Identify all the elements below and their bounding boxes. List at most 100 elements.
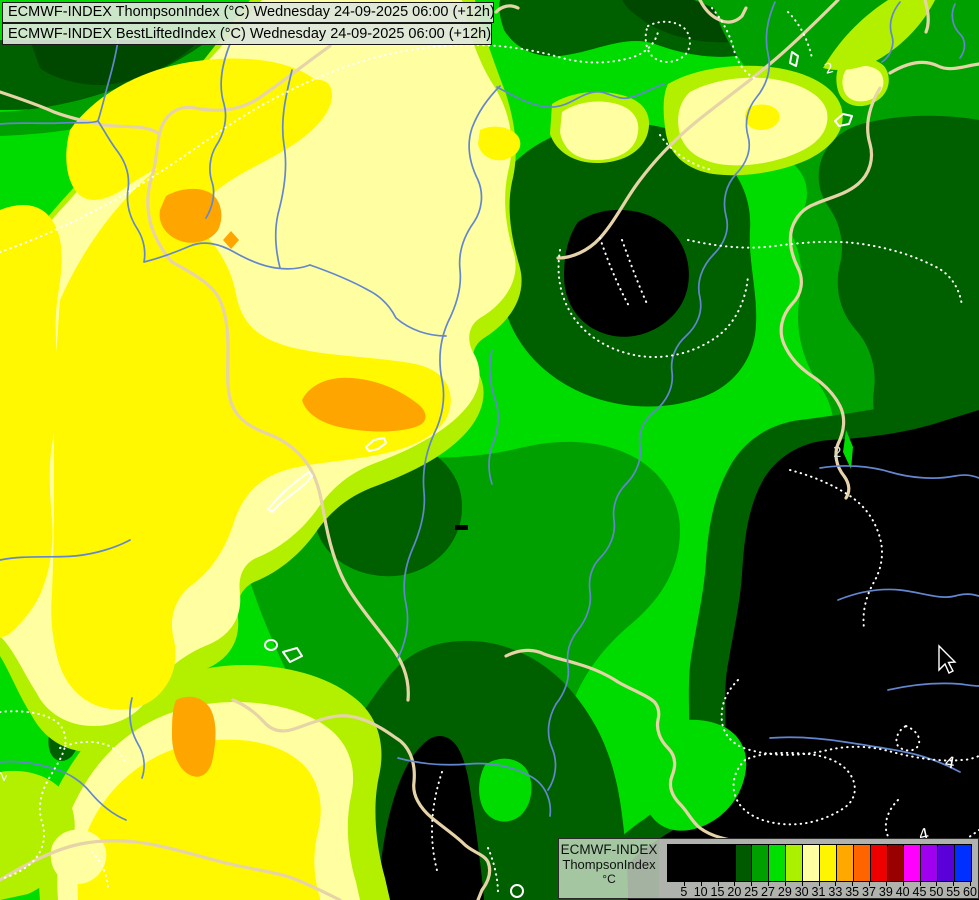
region-orange-blob-2: [302, 377, 426, 432]
colorbar-tick-label: 5: [680, 885, 688, 899]
colorbar-tick-label: 35: [845, 885, 860, 899]
region-orange-blob-3: [172, 696, 216, 777]
region-pale-spot-ne2: [842, 65, 884, 102]
colorbar-cell-30: [786, 845, 804, 881]
colorbar-tick: [801, 881, 803, 886]
title-bar-thompson-index: ECMWF-INDEX ThompsonIndex (°C) Wednesday…: [2, 2, 495, 23]
region-black-se: [600, 410, 979, 900]
colorbar: [667, 844, 972, 882]
colorbar-tick: [919, 881, 921, 886]
colorbar-tick: [885, 881, 887, 886]
colorbar-cell-27: [752, 845, 770, 881]
colorbar-cell-25: [735, 845, 753, 881]
border-serbia: [504, 648, 760, 848]
colorbar-tick-label: 40: [895, 885, 910, 899]
colorbar-cell-35: [836, 845, 854, 881]
region-pale-pocket-c: [560, 101, 639, 160]
colorbar-tick: [936, 881, 938, 886]
colorbar-tick: [683, 881, 685, 886]
colorbar-tick-label: 33: [828, 885, 843, 899]
colorbar-tick: [869, 881, 870, 886]
colorbar-tick: [818, 881, 820, 886]
region-chartreuse-diagonal-ne: [823, 0, 935, 70]
contour-label-2: 2: [0, 769, 11, 784]
colorbar-tick: [734, 881, 736, 886]
colorbar-cell-45: [904, 845, 922, 881]
region-yellow-west: [51, 79, 451, 710]
region-yellow-spot-center: [478, 126, 521, 161]
border-nw-corner: [0, 90, 160, 135]
colorbar-cell-55: [938, 845, 956, 881]
lake-neusiedl: [365, 437, 387, 452]
title-bar-best-lifted-index: ECMWF-INDEX BestLiftedIndex (°C) Wednesd…: [2, 23, 492, 45]
region-bright-spot-bottom: [479, 758, 532, 822]
region-darkest-top-left: [0, 40, 200, 86]
river-danube: [397, 85, 501, 659]
river-tisza: [555, 1, 776, 705]
lake-balaton: [267, 471, 313, 513]
region-bright-sliver-e: [843, 430, 853, 469]
border-ne-fragment: [888, 60, 979, 75]
colorbar-cell-31: [803, 845, 821, 881]
colorbar-cell-29: [769, 845, 787, 881]
legend-unit: °C: [602, 872, 616, 886]
colorbar-tick: [835, 881, 837, 886]
colorbar-tick-label: 25: [744, 885, 759, 899]
colorbar-tick: [953, 881, 955, 886]
color-scale-legend: ECMWF-INDEX ThompsonIndex °C 5 10 15 20 25 27…: [558, 838, 979, 899]
legend-scale-panel: 5 10 15 20 25 27 29 30 31 33 35 37 39 40 45 50 55 60: [659, 839, 978, 899]
legend-model: ECMWF-INDEX: [560, 842, 658, 857]
colorbar-cell-40: [887, 845, 905, 881]
border-top-center-bit: [494, 4, 520, 14]
colorbar-tick: [902, 881, 904, 886]
colorbar-tick: [700, 881, 702, 886]
colorbar-cell-37: [853, 845, 871, 881]
mouse-cursor: [938, 644, 957, 674]
colorbar-tick-label: 29: [777, 885, 792, 899]
colorbar-tick-label: 30: [794, 885, 809, 899]
colorbar-cell-20: [718, 845, 736, 881]
colorbar-tick-label: 60: [963, 885, 977, 899]
region-dark-right-edge: [818, 115, 979, 472]
region-yellow-bottom-lobe: [77, 739, 321, 900]
colorbar-tick-label: 37: [862, 885, 876, 899]
region-yellow-left-column: [0, 205, 62, 638]
colorbar-cell-50: [921, 845, 939, 881]
border-top-fragment: [698, 0, 748, 24]
colorbar-tick-label: 15: [710, 885, 725, 899]
colorbar-tick: [970, 881, 971, 886]
legend-index-name: ThompsonIndex: [562, 857, 656, 872]
colorbar-tick: [852, 881, 854, 886]
colorbar-cell-10: [684, 845, 702, 881]
border-ne-fragment2: [923, 0, 930, 34]
region-orange-blob-1: [159, 188, 222, 243]
colorbar-tick-label: 27: [761, 885, 775, 899]
colorbar-tick-label: 10: [693, 885, 708, 899]
colorbar-tick: [768, 881, 769, 886]
colorbar-cell-39: [870, 845, 888, 881]
colorbar-tick-label: 20: [727, 885, 742, 899]
colorbar-tick-label: 50: [929, 885, 944, 899]
region-medium-band-top-left: [0, 38, 232, 136]
colorbar-tick-label: 31: [811, 885, 826, 899]
contour-label-2: 2: [823, 60, 836, 78]
border-west: [146, 44, 410, 702]
colorbar-tick: [751, 881, 753, 886]
legend-text-panel: ECMWF-INDEX ThompsonIndex °C: [559, 839, 659, 898]
lakes: [264, 51, 853, 898]
border-croatia: [231, 698, 492, 900]
region-black-dash-small: [455, 525, 468, 530]
colorbar-cell-5: [668, 845, 685, 881]
dotted-boundaries: [0, 7, 979, 895]
colorbar-cell-60: [955, 845, 972, 881]
colorbar-cell-33: [820, 845, 837, 881]
colorbar-tick: [784, 881, 786, 886]
border-east: [779, 86, 882, 500]
region-yellow-dot-ne: [744, 104, 780, 130]
colorbar-cell-15: [701, 845, 719, 881]
colorbar-tick-label: 55: [946, 885, 961, 899]
rivers: [0, 1, 979, 821]
contour-label-2: 2: [833, 445, 842, 461]
